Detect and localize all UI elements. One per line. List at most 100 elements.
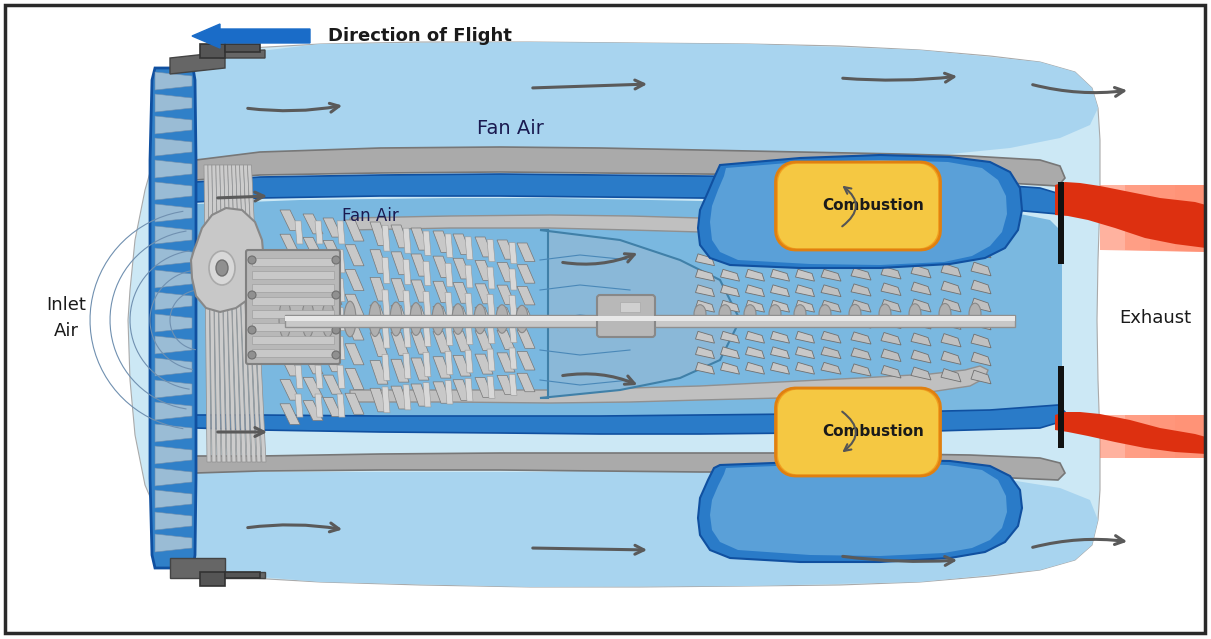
Polygon shape — [444, 293, 453, 316]
Polygon shape — [721, 254, 740, 266]
Polygon shape — [1175, 415, 1206, 458]
Polygon shape — [155, 468, 193, 486]
Polygon shape — [911, 248, 931, 261]
Polygon shape — [411, 306, 429, 328]
Polygon shape — [695, 347, 714, 358]
Polygon shape — [434, 307, 450, 328]
Polygon shape — [323, 397, 342, 417]
Polygon shape — [303, 354, 323, 374]
Ellipse shape — [474, 304, 486, 334]
Polygon shape — [434, 357, 450, 378]
Polygon shape — [280, 235, 300, 255]
Polygon shape — [155, 292, 193, 310]
Polygon shape — [911, 299, 931, 312]
Polygon shape — [196, 453, 1064, 480]
Polygon shape — [453, 380, 471, 401]
Polygon shape — [381, 225, 390, 251]
Polygon shape — [475, 378, 493, 397]
Polygon shape — [941, 246, 962, 259]
Polygon shape — [851, 316, 871, 328]
Polygon shape — [517, 351, 535, 370]
Polygon shape — [721, 332, 740, 343]
Polygon shape — [295, 365, 303, 389]
Polygon shape — [721, 316, 740, 328]
Polygon shape — [381, 258, 390, 284]
Polygon shape — [423, 352, 431, 376]
Text: Combustion: Combustion — [822, 199, 924, 213]
Polygon shape — [231, 165, 246, 462]
Polygon shape — [295, 394, 303, 417]
Ellipse shape — [210, 251, 235, 285]
Polygon shape — [695, 332, 714, 343]
Polygon shape — [345, 245, 365, 266]
Polygon shape — [155, 534, 193, 552]
Polygon shape — [453, 258, 471, 279]
Polygon shape — [345, 319, 365, 340]
Bar — [620, 302, 639, 312]
Polygon shape — [770, 300, 790, 312]
Polygon shape — [911, 350, 931, 363]
Polygon shape — [746, 254, 764, 266]
Polygon shape — [777, 164, 939, 248]
Polygon shape — [220, 572, 265, 578]
Polygon shape — [216, 165, 226, 462]
Polygon shape — [191, 208, 264, 312]
Polygon shape — [487, 376, 495, 398]
Polygon shape — [434, 231, 450, 252]
Text: Fan Air: Fan Air — [342, 207, 398, 225]
Polygon shape — [203, 165, 211, 462]
Polygon shape — [475, 331, 493, 351]
Polygon shape — [315, 365, 323, 389]
Polygon shape — [721, 300, 740, 312]
Polygon shape — [155, 380, 193, 398]
Bar — [1058, 366, 1064, 448]
Polygon shape — [381, 387, 390, 413]
Polygon shape — [371, 277, 388, 301]
Polygon shape — [155, 226, 193, 244]
Polygon shape — [381, 322, 390, 348]
Ellipse shape — [719, 305, 731, 323]
Polygon shape — [911, 265, 931, 278]
Polygon shape — [196, 405, 1064, 434]
Polygon shape — [345, 220, 365, 241]
Polygon shape — [315, 221, 323, 244]
Polygon shape — [155, 490, 193, 508]
Bar — [285, 315, 1015, 327]
Polygon shape — [880, 266, 901, 279]
Ellipse shape — [279, 300, 291, 339]
Polygon shape — [880, 283, 901, 295]
Polygon shape — [721, 270, 740, 281]
Polygon shape — [434, 332, 450, 353]
Ellipse shape — [344, 301, 356, 337]
Ellipse shape — [369, 302, 381, 337]
Polygon shape — [941, 316, 962, 329]
Polygon shape — [1100, 185, 1206, 252]
Polygon shape — [710, 160, 1008, 265]
Polygon shape — [295, 307, 303, 330]
Polygon shape — [821, 270, 840, 281]
Polygon shape — [941, 351, 962, 364]
Polygon shape — [315, 307, 323, 330]
Polygon shape — [851, 300, 871, 312]
Polygon shape — [240, 165, 256, 462]
Polygon shape — [337, 307, 345, 330]
Polygon shape — [517, 243, 535, 261]
Text: Fan Air: Fan Air — [477, 118, 544, 137]
Bar — [252, 271, 334, 279]
Ellipse shape — [769, 305, 781, 323]
Polygon shape — [411, 280, 429, 302]
Polygon shape — [880, 300, 901, 312]
Polygon shape — [487, 267, 495, 289]
Polygon shape — [1125, 185, 1206, 252]
Bar — [252, 258, 334, 266]
Polygon shape — [303, 214, 323, 234]
Polygon shape — [911, 333, 931, 346]
Polygon shape — [941, 334, 962, 347]
Polygon shape — [465, 378, 474, 401]
Polygon shape — [497, 308, 515, 327]
Polygon shape — [941, 298, 962, 312]
Polygon shape — [880, 316, 901, 328]
Polygon shape — [475, 307, 493, 327]
Polygon shape — [770, 316, 790, 328]
Polygon shape — [971, 352, 991, 366]
